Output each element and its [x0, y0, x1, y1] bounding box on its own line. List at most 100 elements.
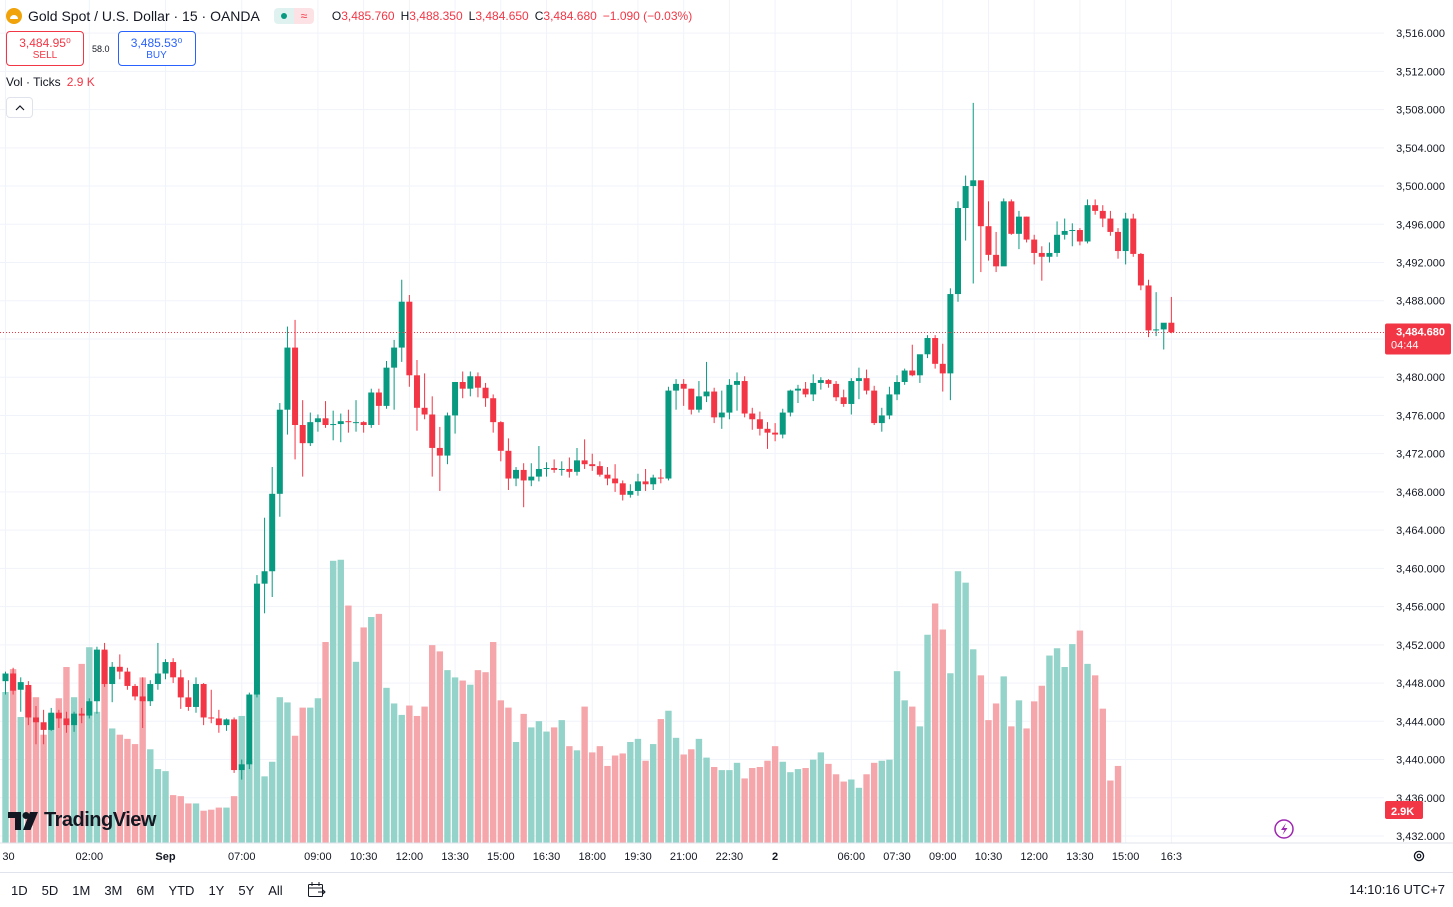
candle — [177, 669, 184, 709]
candle-body — [162, 662, 169, 674]
volume-bar — [893, 671, 901, 843]
time-tick-label: 22:30 — [716, 851, 744, 863]
range-5d[interactable]: 5D — [41, 882, 59, 898]
gear-icon — [1413, 850, 1425, 862]
status-pills[interactable]: ≈ — [273, 8, 314, 24]
axis-settings-button[interactable] — [1409, 847, 1429, 865]
volume-bar — [848, 779, 855, 843]
volume-bar — [223, 807, 230, 843]
volume-bar — [863, 774, 870, 843]
volume-bar — [558, 720, 565, 843]
volume-bar — [741, 778, 748, 843]
candle-body — [292, 347, 299, 425]
range-1m[interactable]: 1M — [72, 882, 91, 898]
collapse-legend-button[interactable] — [6, 97, 33, 118]
candle-body — [1008, 201, 1015, 234]
symbol-title[interactable]: Gold Spot / U.S. Dollar · 15 · OANDA — [28, 8, 260, 24]
candle-body — [650, 477, 657, 485]
volume-bar — [375, 613, 383, 843]
candle-body — [353, 422, 360, 424]
buy-button[interactable]: 3,485.53⁰ BUY — [117, 31, 196, 66]
volume-bar — [25, 692, 32, 843]
tradingview-watermark[interactable]: TradingView — [8, 809, 156, 832]
volume-bar — [70, 697, 78, 843]
volume-bar — [1023, 728, 1030, 843]
volume-bar — [116, 734, 123, 843]
volume-bar — [230, 796, 238, 843]
data-delay-icon[interactable]: ≈ — [293, 8, 314, 24]
candle-body — [589, 464, 596, 467]
time-tick-label: 15:00 — [1112, 851, 1140, 863]
candle — [444, 412, 451, 465]
candle — [993, 231, 1000, 273]
volume-bar — [680, 754, 687, 843]
candle — [284, 326, 291, 435]
candle — [1122, 212, 1129, 265]
volume-bar — [977, 675, 985, 843]
candle-body — [345, 421, 352, 423]
candle — [619, 480, 626, 501]
range-ytd[interactable]: YTD — [168, 882, 195, 898]
range-1y[interactable]: 1Y — [208, 882, 225, 898]
candle-body — [1168, 322, 1175, 333]
candle-body — [10, 673, 17, 691]
clock[interactable]: 14:10:16 UTC+7 — [1349, 882, 1445, 897]
candle-body — [193, 684, 199, 707]
price-tick-label: 3,464.000 — [1396, 525, 1445, 537]
candle-body — [1015, 216, 1022, 234]
range-all[interactable]: All — [268, 882, 283, 898]
market-open-icon[interactable] — [273, 8, 294, 24]
buy-label: BUY — [146, 49, 167, 61]
volume-bar — [512, 741, 520, 843]
volume-badge — [1385, 801, 1423, 819]
volume-bar — [261, 776, 268, 843]
candle — [63, 711, 70, 733]
candle — [17, 677, 24, 712]
price-chart[interactable]: 3,516.000 3,512.000 3,508.000 3,504.000 3,50… — [0, 0, 1453, 872]
candle — [535, 446, 542, 482]
candle-body — [855, 378, 862, 382]
last-price-badge — [1385, 323, 1451, 355]
candle-body — [1122, 218, 1129, 252]
price-tick-label: 3,460.000 — [1396, 563, 1445, 575]
candle — [101, 642, 108, 687]
time-tick-label: 12:00 — [396, 851, 424, 863]
candle-body — [528, 476, 535, 481]
sell-button[interactable]: 3,484.95⁰ SELL — [6, 31, 84, 66]
volume-legend[interactable]: Vol · Ticks 2.9 K — [6, 75, 95, 89]
candle-body — [170, 662, 177, 678]
volume-bar — [413, 715, 421, 843]
bar-countdown: 04:44 — [1391, 339, 1419, 351]
ohlc-values: O3,485.760 H3,488.350 L3,484.650 C3,484.680… — [331, 9, 693, 23]
time-tick-label: 30 — [2, 851, 14, 863]
candle-body — [909, 370, 916, 376]
range-1d[interactable]: 1D — [11, 882, 28, 898]
volume-bar — [398, 714, 405, 843]
candle-body — [1069, 230, 1076, 232]
volume-bar — [1015, 700, 1023, 843]
candle-body — [474, 376, 481, 388]
candle — [48, 707, 55, 731]
bottom-toolbar: 1D 5D 1M 3M 6M YTD 1Y 5Y All 14:10:16 UT… — [0, 872, 1453, 907]
candle-body — [772, 432, 779, 435]
volume-bar — [657, 719, 665, 843]
candle-body — [634, 481, 641, 491]
candle — [924, 335, 931, 359]
candle — [55, 709, 62, 728]
candle — [25, 681, 32, 726]
volume-bar — [459, 680, 466, 843]
candle — [657, 468, 664, 484]
range-5y[interactable]: 5Y — [238, 882, 255, 898]
candle-body — [231, 719, 238, 771]
volume-bar — [810, 759, 817, 843]
spread-value: 58.0 — [92, 43, 110, 54]
candle — [840, 389, 847, 407]
candle — [429, 396, 436, 477]
lightning-icon[interactable] — [1274, 819, 1294, 839]
candle-body — [787, 390, 794, 413]
calendar-range-icon[interactable] — [306, 881, 326, 899]
range-3m[interactable]: 3M — [104, 882, 123, 898]
range-6m[interactable]: 6M — [136, 882, 155, 898]
volume-bar — [909, 706, 916, 843]
volume-bar — [169, 795, 177, 843]
